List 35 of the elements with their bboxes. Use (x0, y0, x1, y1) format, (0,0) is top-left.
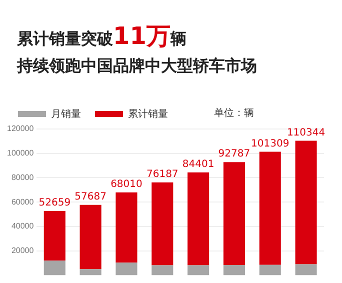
total-label: 57687 (74, 192, 106, 203)
y-tick-label: 120000 (6, 124, 34, 134)
bar (223, 264, 245, 276)
y-tick-label: 100000 (6, 148, 34, 158)
y-tick-label: 20000 (11, 246, 34, 256)
bar (152, 182, 174, 266)
y-tick-label: 40000 (11, 222, 34, 231)
bar (259, 152, 281, 265)
total-label: 92787 (218, 148, 250, 160)
bar (188, 265, 210, 276)
bar (44, 211, 66, 261)
bar (223, 162, 245, 265)
legend-label: 月销量 (51, 108, 81, 120)
bar (259, 264, 281, 276)
chart-title: 累计销量突破11万辆 (17, 22, 186, 50)
bar (44, 260, 66, 276)
total-label: 101309 (251, 138, 290, 150)
text: 单位：辆 (214, 106, 254, 120)
bar (295, 140, 317, 264)
bar (116, 262, 138, 276)
bar (80, 269, 102, 276)
bar (116, 192, 138, 263)
y-tick-label: 60000 (11, 197, 34, 206)
total-label: 84401 (182, 158, 214, 170)
y-tick-label: 80000 (11, 172, 34, 182)
legend-label: 累计销量 (128, 108, 168, 120)
bar (188, 172, 210, 266)
total-label: 110344 (286, 127, 326, 138)
bar (295, 264, 317, 276)
bar (80, 204, 102, 270)
chart-subtitle: 持续领跑中国品牌中大型轿车市场 (17, 56, 257, 77)
total-label: 68010 (110, 178, 142, 190)
total-label: 76187 (146, 168, 178, 180)
bar (152, 265, 174, 276)
total-label: 52659 (38, 198, 71, 209)
